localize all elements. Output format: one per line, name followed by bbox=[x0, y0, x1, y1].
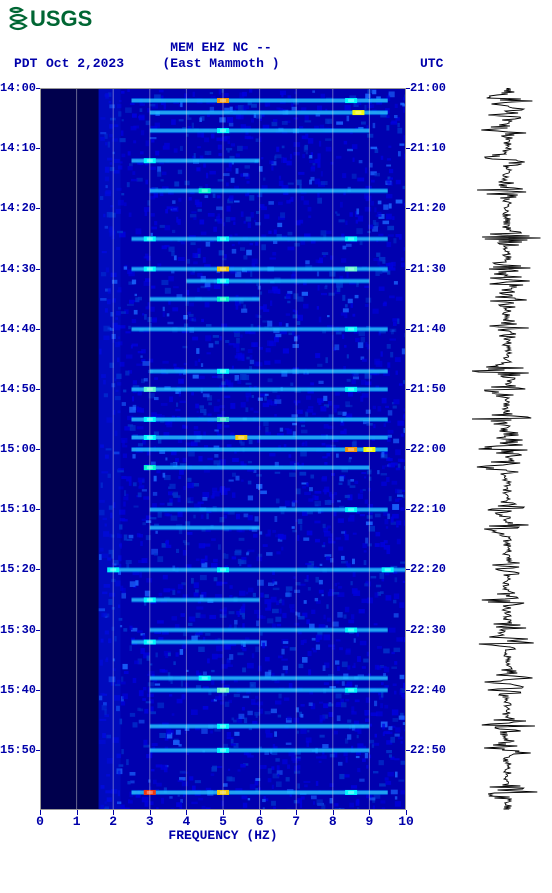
freq-tick: 2 bbox=[109, 814, 117, 829]
pdt-time-tick: 14:40 bbox=[0, 322, 36, 336]
pdt-time-tick: 15:50 bbox=[0, 743, 36, 757]
pdt-time-tick: 15:20 bbox=[0, 562, 36, 576]
pdt-time-tick: 14:10 bbox=[0, 141, 36, 155]
pdt-time-tick: 15:10 bbox=[0, 502, 36, 516]
freq-tick: 10 bbox=[398, 814, 414, 829]
utc-time-tick: 22:10 bbox=[410, 502, 446, 516]
freq-tick: 0 bbox=[36, 814, 44, 829]
freq-tick: 3 bbox=[146, 814, 154, 829]
freq-tick: 6 bbox=[256, 814, 264, 829]
freq-tick: 1 bbox=[73, 814, 81, 829]
utc-time-tick: 21:10 bbox=[410, 141, 446, 155]
utc-time-tick: 21:30 bbox=[410, 262, 446, 276]
usgs-logo: USGS bbox=[8, 4, 108, 32]
utc-time-tick: 22:30 bbox=[410, 623, 446, 637]
seismogram-trace bbox=[472, 88, 542, 810]
utc-time-tick: 22:40 bbox=[410, 683, 446, 697]
freq-tick: 7 bbox=[292, 814, 300, 829]
utc-time-tick: 21:50 bbox=[410, 382, 446, 396]
pdt-time-tick: 15:00 bbox=[0, 442, 36, 456]
pdt-time-tick: 14:00 bbox=[0, 81, 36, 95]
freq-tick: 4 bbox=[182, 814, 190, 829]
pdt-time-tick: 14:20 bbox=[0, 201, 36, 215]
utc-time-tick: 22:00 bbox=[410, 442, 446, 456]
x-axis-label: FREQUENCY (HZ) bbox=[40, 828, 406, 843]
pdt-time-tick: 14:50 bbox=[0, 382, 36, 396]
utc-time-tick: 22:50 bbox=[410, 743, 446, 757]
date-label: Oct 2,2023 bbox=[46, 56, 124, 71]
spectrogram-plot bbox=[40, 88, 406, 810]
pdt-time-tick: 15:40 bbox=[0, 683, 36, 697]
utc-time-tick: 21:40 bbox=[410, 322, 446, 336]
right-timezone-label: UTC bbox=[420, 56, 443, 71]
freq-tick: 8 bbox=[329, 814, 337, 829]
svg-text:USGS: USGS bbox=[30, 6, 92, 31]
pdt-time-tick: 15:30 bbox=[0, 623, 36, 637]
utc-time-tick: 21:20 bbox=[410, 201, 446, 215]
utc-time-tick: 21:00 bbox=[410, 81, 446, 95]
utc-time-tick: 22:20 bbox=[410, 562, 446, 576]
pdt-time-tick: 14:30 bbox=[0, 262, 36, 276]
freq-tick: 5 bbox=[219, 814, 227, 829]
station-code: MEM EHZ NC -- bbox=[0, 40, 442, 55]
left-timezone-label: PDT bbox=[14, 56, 37, 71]
freq-tick: 9 bbox=[365, 814, 373, 829]
